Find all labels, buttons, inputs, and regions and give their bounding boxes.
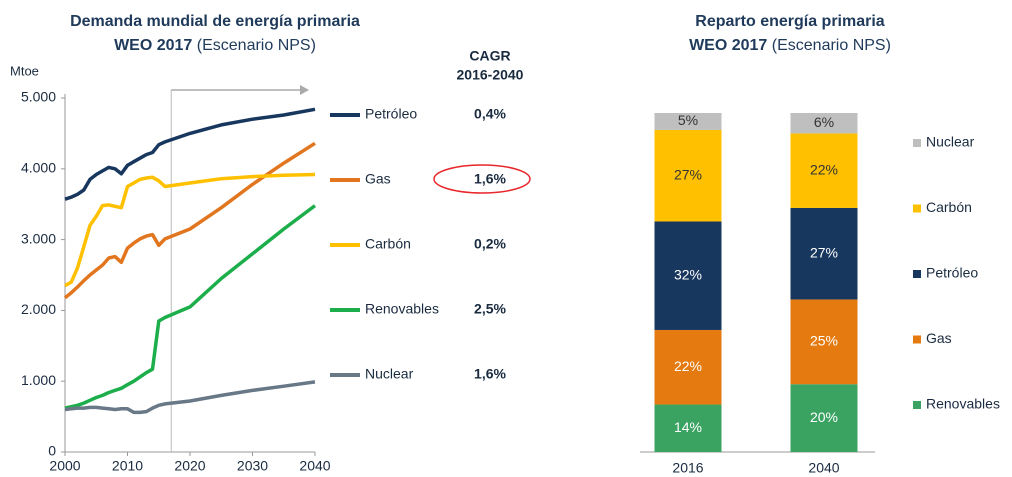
bar-segment: [790, 207, 858, 300]
data-label: 27%: [810, 244, 838, 260]
y-tick-label: 3.000: [21, 230, 56, 246]
data-label: 22%: [674, 358, 702, 374]
series-line: [64, 204, 317, 410]
data-label: 32%: [674, 266, 702, 282]
data-label: 14%: [674, 419, 702, 435]
legend-swatch: [913, 270, 921, 278]
cagr-value: 1,6%: [474, 171, 506, 187]
series-line: [64, 380, 316, 415]
highlight-ring: [433, 164, 531, 194]
data-label: 27%: [674, 166, 702, 182]
data-label: 6%: [814, 114, 834, 130]
legend-label: Petróleo: [365, 106, 417, 122]
series-line: [64, 107, 316, 201]
y-tick-label: 5.000: [21, 89, 56, 105]
data-label: 20%: [810, 409, 838, 425]
series-line: [63, 141, 316, 300]
legend-label: Nuclear: [926, 134, 975, 150]
cagr-subtitle: 2016-2040: [457, 67, 524, 83]
y-tick-label: 4.000: [21, 160, 56, 176]
legend-label: Petróleo: [926, 265, 978, 281]
x-tick-label: 2016: [672, 460, 703, 476]
x-tick-label: 2020: [174, 458, 205, 474]
x-tick-label: 2030: [237, 458, 268, 474]
legend-label: Renovables: [926, 396, 1000, 412]
subtitle-text: (Escenario NPS): [772, 37, 891, 54]
legend-label: Gas: [926, 330, 952, 346]
cagr-value: 0,4%: [474, 106, 506, 122]
subtitle-bold: WEO 2017: [114, 37, 192, 54]
cagr-value: 0,2%: [474, 236, 506, 252]
y-axis-label: Mtoe: [10, 63, 39, 78]
bar-segment: [654, 129, 722, 222]
cagr-value: 2,5%: [474, 301, 506, 317]
bar-segment: [790, 133, 858, 208]
bar-segment: [654, 404, 722, 452]
subtitle-text: (Escenario NPS): [197, 37, 316, 54]
legend-swatch: [913, 204, 921, 213]
data-label: 22%: [810, 161, 838, 177]
legend-label: Renovables: [365, 301, 439, 317]
legend-swatch: [913, 139, 921, 147]
chart-subtitle: WEO 2017 (Escenario NPS): [114, 37, 316, 54]
bar-segment: [654, 329, 722, 405]
y-tick-label: 0: [48, 443, 56, 459]
legend-label: Nuclear: [365, 366, 414, 382]
legend-label: Gas: [365, 171, 391, 187]
series-line: [64, 172, 316, 288]
y-tick-label: 2.000: [21, 301, 56, 317]
subtitle-bold: WEO 2017: [689, 37, 767, 54]
cagr-title: CAGR: [469, 48, 510, 64]
chart-title: Reparto energía primaria: [695, 13, 885, 30]
legend-label: Carbón: [926, 199, 972, 215]
data-label: 25%: [810, 333, 838, 349]
data-label: 5%: [678, 112, 698, 128]
legend-swatch: [913, 335, 921, 344]
x-tick-label: 2000: [49, 458, 80, 474]
x-tick-label: 2010: [112, 458, 143, 474]
legend-swatch: [913, 401, 921, 409]
chart-title: Demanda mundial de energía primaria: [70, 13, 360, 30]
bar-segment: [654, 221, 722, 330]
x-tick-label: 2040: [808, 460, 839, 476]
x-tick-label: 2040: [299, 458, 330, 474]
arrow-head: [300, 85, 309, 95]
bar-segment: [790, 299, 858, 385]
legend-label: Carbón: [365, 236, 411, 252]
cagr-value: 1,6%: [474, 366, 506, 382]
bar-segment: [790, 384, 858, 452]
y-tick-label: 1.000: [21, 372, 56, 388]
chart-subtitle: WEO 2017 (Escenario NPS): [689, 37, 891, 54]
bar-segment: [654, 113, 722, 130]
bar-segment: [790, 113, 858, 134]
